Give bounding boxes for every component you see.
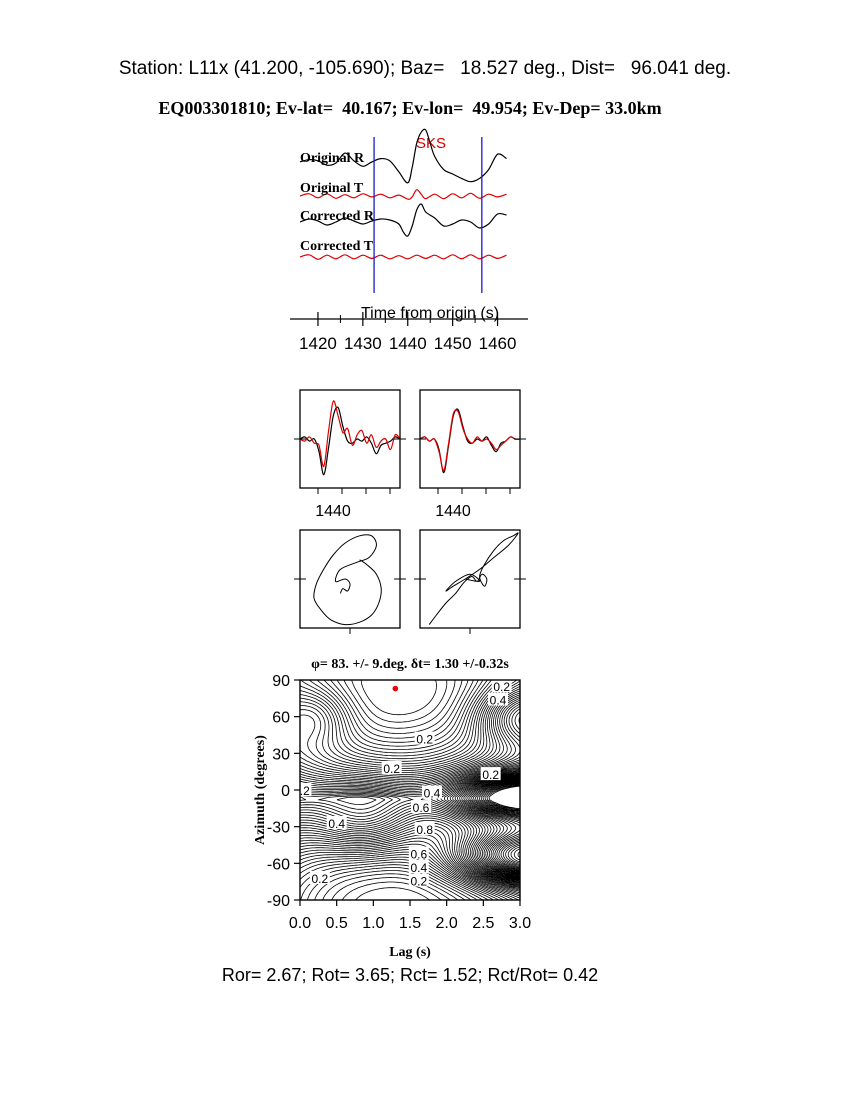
station-info: Station: L11x (41.200, -105.690); Baz= 1… <box>118 58 732 79</box>
contour-label: 0.4 <box>424 786 441 800</box>
trace-label-3: Corrected R <box>300 209 375 224</box>
trace-labels: Original R Original T Corrected R Corrected… <box>300 151 375 254</box>
time-tick-label: 1440 <box>315 503 351 520</box>
contour-label-bg <box>408 860 429 873</box>
splitting-contour-panel: φ= 83. +/- 9.deg. δt= 1.30 +/-0.32s 0.20… <box>253 657 531 960</box>
trace-label-4: Corrected T <box>300 239 374 254</box>
contour-label-bg <box>309 871 330 884</box>
contour-label: 0.4 <box>490 694 507 708</box>
time-tick-label: 1460 <box>479 334 517 353</box>
particle-motion-line <box>428 532 519 625</box>
particle-motion-corrected <box>414 529 526 634</box>
lag-axis-label: Lag (s) <box>389 945 431 960</box>
contour-label: 0.2 <box>293 784 310 798</box>
contour-label-bg <box>488 692 508 706</box>
lag-tick-label: 1.5 <box>399 915 421 932</box>
contour-label: 0.6 <box>413 801 430 815</box>
phase-label-sks: SKS <box>416 135 446 152</box>
contour-label: 0.8 <box>416 823 433 837</box>
lag-tick-label: 0.0 <box>289 915 311 932</box>
contour-lines: 0.20.20.20.20.20.40.40.60.80.40.60.40.20… <box>293 680 520 900</box>
correlation-ratios: Ror= 2.67; Rot= 3.65; Rct= 1.52; Rct/Rot… <box>221 965 599 985</box>
time-axis: 1420 1430 1440 1450 1460 <box>290 312 528 353</box>
lag-tick-label: 2.0 <box>436 915 458 932</box>
contour-label: 0.4 <box>328 817 345 831</box>
trace-label-1: Original R <box>300 151 365 166</box>
azimuth-tick-label: 0 <box>281 783 290 800</box>
contour-label: 0.6 <box>410 848 427 862</box>
event-info: EQ003301810; Ev-lat= 40.167; Ev-lon= 49.… <box>158 98 662 118</box>
lag-tick-label: 1.0 <box>362 915 384 932</box>
trace-line-4 <box>299 254 507 260</box>
time-tick-label: 1440 <box>389 334 427 353</box>
best-fit-point <box>392 685 399 692</box>
time-tick-label: 1420 <box>299 334 337 353</box>
contour-label-bg <box>414 822 435 836</box>
particle-motion-line <box>313 534 382 626</box>
lag-tick-label: 0.5 <box>326 915 348 932</box>
trace-label-2: Original T <box>300 181 364 196</box>
contour-label-bg <box>414 731 435 745</box>
contour-label-bg <box>326 816 347 829</box>
contour-label: 0.2 <box>311 872 328 886</box>
window-markers <box>373 137 483 293</box>
contour-label-bg <box>300 783 312 796</box>
contour-label-bg <box>491 680 512 693</box>
contour-label: 0.2 <box>383 762 400 776</box>
azimuth-tick-label: 90 <box>272 673 290 690</box>
waveform-line-2 <box>419 409 521 472</box>
contour-label-bg <box>408 873 429 887</box>
waveform-line-1 <box>299 406 401 476</box>
contour-label-bg <box>408 846 429 860</box>
contour-plot: 0.20.20.20.20.20.40.40.60.80.40.60.40.20… <box>267 673 531 932</box>
contour-label-bg <box>411 800 431 814</box>
azimuth-axis-label: Azimuth (degrees) <box>253 735 268 845</box>
trace-line-3 <box>299 203 507 237</box>
splitting-result-title: φ= 83. +/- 9.deg. δt= 1.30 +/-0.32s <box>311 657 509 672</box>
time-tick-label: 1430 <box>344 334 382 353</box>
trace-line-2 <box>299 189 507 200</box>
azimuth-tick-label: -90 <box>267 893 290 910</box>
contour-label-bg <box>480 767 501 781</box>
contour-label-bg <box>381 761 402 774</box>
contour-label: 0.2 <box>416 733 433 747</box>
seismogram-panel: SKS Original R Original T Corrected R Corre… <box>290 128 528 353</box>
panel-frame <box>299 529 401 629</box>
azimuth-tick-label: 30 <box>272 746 290 763</box>
time-tick-label: 1450 <box>434 334 472 353</box>
time-axis-label: Time from origin (s) <box>361 305 499 322</box>
lag-tick-label: 2.5 <box>472 915 494 932</box>
waveform-line-2 <box>299 400 401 467</box>
contour-label: 0.2 <box>410 874 427 888</box>
contour-label: 0.2 <box>482 768 499 782</box>
azimuth-tick-label: -30 <box>267 820 290 837</box>
waveform-comparison-original: 1440 <box>294 389 406 520</box>
particle-motion-original <box>294 529 406 634</box>
time-tick-label: 1440 <box>435 503 471 520</box>
azimuth-tick-label: 60 <box>272 710 290 727</box>
contour-label: 0.4 <box>410 861 427 875</box>
contour-label-bg <box>422 785 442 799</box>
seismogram-traces <box>299 128 507 260</box>
trace-line-1 <box>299 128 507 184</box>
lag-tick-label: 3.0 <box>509 915 531 932</box>
azimuth-tick-label: -60 <box>267 856 290 873</box>
waveform-comparison-corrected: 1440 <box>414 389 526 520</box>
contour-label: 0.2 <box>493 680 510 694</box>
panel-frame <box>419 529 521 629</box>
